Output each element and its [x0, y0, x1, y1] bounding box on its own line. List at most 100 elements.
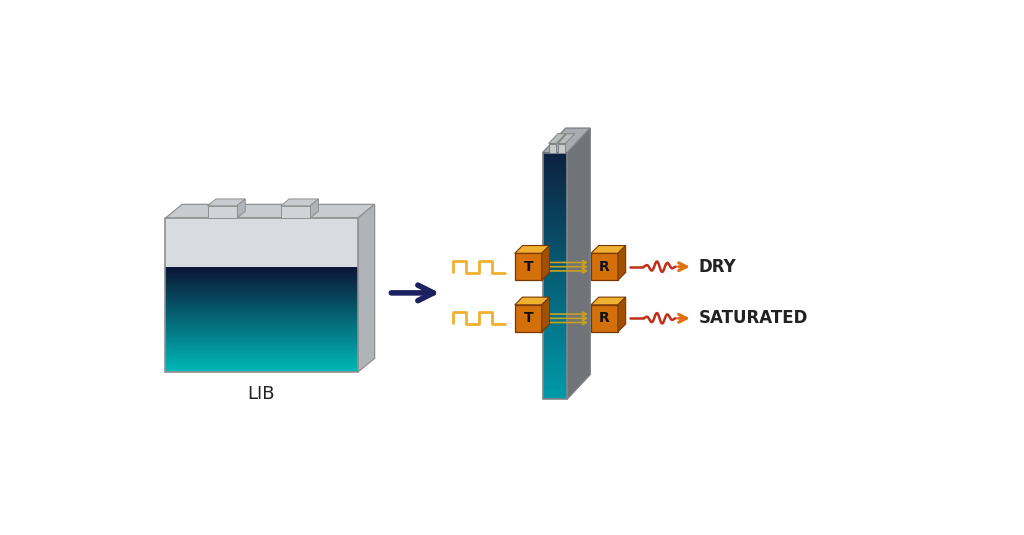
Bar: [165, 356, 357, 358]
Bar: [165, 342, 357, 343]
Bar: [165, 305, 357, 307]
Bar: [165, 285, 357, 287]
Bar: [165, 278, 357, 279]
Bar: [165, 318, 357, 320]
Bar: [543, 356, 567, 359]
Bar: [165, 331, 357, 333]
Bar: [543, 279, 567, 282]
Polygon shape: [591, 297, 626, 305]
Bar: [165, 281, 357, 283]
Bar: [165, 284, 357, 286]
Bar: [543, 303, 567, 307]
Bar: [558, 143, 565, 153]
Bar: [165, 297, 357, 299]
Polygon shape: [357, 204, 375, 372]
Bar: [165, 352, 357, 354]
Bar: [165, 351, 357, 353]
Bar: [543, 263, 567, 267]
Bar: [543, 168, 567, 171]
Bar: [543, 156, 567, 159]
Bar: [543, 223, 567, 227]
Bar: [543, 162, 567, 165]
Bar: [543, 291, 567, 294]
Bar: [165, 369, 357, 371]
Bar: [543, 165, 567, 168]
Bar: [165, 368, 357, 370]
Bar: [543, 368, 567, 371]
Bar: [165, 313, 357, 315]
Bar: [165, 283, 357, 285]
Bar: [543, 393, 567, 396]
Bar: [543, 371, 567, 374]
Bar: [165, 310, 357, 312]
Bar: [543, 239, 567, 242]
Bar: [543, 272, 567, 276]
Bar: [165, 334, 357, 335]
Bar: [543, 232, 567, 236]
Bar: [165, 291, 357, 292]
Bar: [208, 206, 237, 218]
Bar: [165, 323, 357, 325]
Bar: [543, 288, 567, 292]
Bar: [591, 253, 617, 280]
Bar: [165, 355, 357, 356]
Bar: [165, 287, 357, 288]
Bar: [165, 316, 357, 317]
Bar: [543, 214, 567, 217]
Bar: [591, 305, 617, 332]
Bar: [543, 211, 567, 215]
Bar: [543, 198, 567, 202]
Bar: [543, 260, 567, 264]
Bar: [165, 276, 357, 278]
Bar: [543, 242, 567, 245]
Bar: [543, 153, 567, 399]
Bar: [543, 248, 567, 251]
Bar: [543, 266, 567, 270]
Bar: [165, 267, 357, 269]
Bar: [165, 366, 357, 368]
Bar: [543, 316, 567, 319]
Bar: [165, 330, 357, 332]
Bar: [165, 272, 357, 274]
Polygon shape: [281, 199, 318, 206]
Bar: [543, 254, 567, 257]
Polygon shape: [165, 204, 375, 218]
Bar: [165, 322, 357, 324]
Bar: [543, 245, 567, 248]
Bar: [543, 186, 567, 190]
Bar: [165, 288, 357, 290]
Bar: [543, 202, 567, 205]
Bar: [165, 360, 357, 362]
Bar: [165, 270, 357, 271]
Text: DRY: DRY: [698, 258, 736, 276]
Bar: [165, 333, 357, 334]
Bar: [165, 292, 357, 294]
Bar: [165, 296, 357, 297]
Bar: [165, 295, 357, 296]
Bar: [165, 308, 357, 309]
Bar: [543, 174, 567, 178]
Bar: [165, 280, 357, 282]
Bar: [165, 271, 357, 273]
Bar: [165, 309, 357, 311]
Bar: [165, 301, 357, 303]
Bar: [543, 386, 567, 390]
Bar: [165, 340, 357, 342]
Bar: [543, 359, 567, 362]
Bar: [165, 302, 357, 304]
Bar: [543, 205, 567, 208]
Bar: [543, 362, 567, 365]
Bar: [543, 396, 567, 399]
Bar: [165, 359, 357, 361]
Bar: [543, 208, 567, 211]
Bar: [165, 339, 357, 341]
Bar: [543, 294, 567, 297]
Bar: [543, 300, 567, 304]
Polygon shape: [567, 128, 590, 399]
Text: T: T: [523, 259, 534, 274]
Bar: [543, 346, 567, 350]
Bar: [543, 328, 567, 331]
Bar: [543, 180, 567, 184]
Bar: [543, 340, 567, 343]
Polygon shape: [558, 134, 574, 143]
